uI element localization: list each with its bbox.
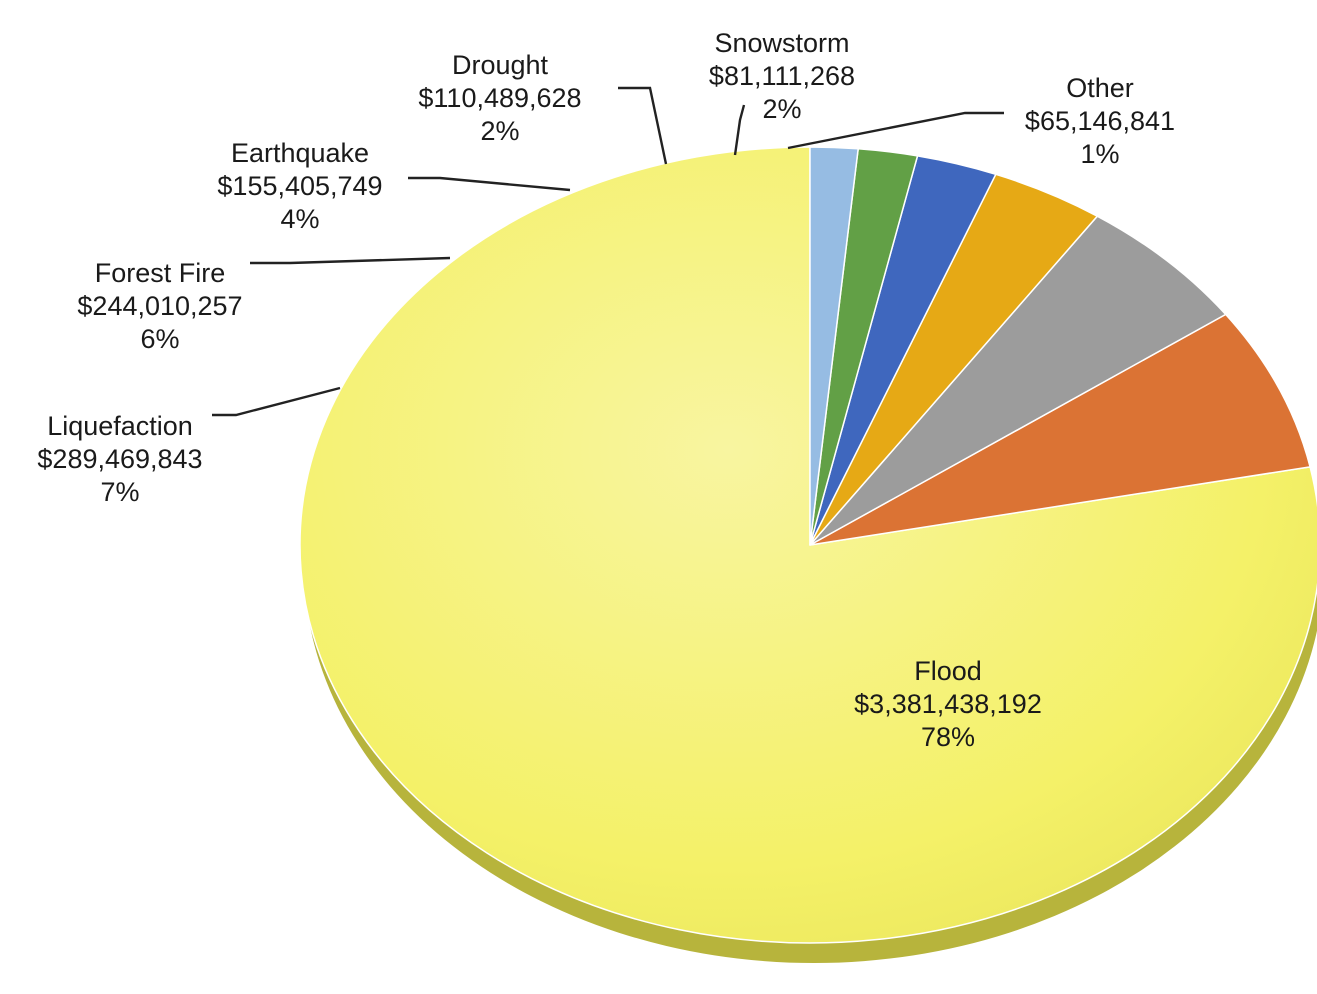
slice-percent-flood: 78% [921,722,975,752]
slice-percent-drought: 2% [480,116,519,146]
leader-line-other [787,111,1004,150]
slice-name-flood: Flood [914,656,982,686]
pie-leader-lines [212,86,1004,417]
slice-percent-forest-fire: 6% [140,324,179,354]
slice-percent-other: 1% [1080,139,1119,169]
slice-name-drought: Drought [452,50,549,80]
slice-name-forest-fire: Forest Fire [95,258,226,288]
pie-slices [299,146,1317,944]
slice-value-other: $65,146,841 [1025,106,1175,136]
leader-line-snowstorm [733,104,746,156]
leader-line-drought [618,86,668,165]
slice-value-liquefaction: $289,469,843 [37,444,202,474]
leader-line-forest-fire [250,256,451,265]
pie-slice-liquefaction [809,313,1312,546]
slice-percent-snowstorm: 2% [762,94,801,124]
slice-name-snowstorm: Snowstorm [714,28,849,58]
slice-value-earthquake: $155,405,749 [217,171,382,201]
pie-slice-flood [299,146,1317,944]
pie-slice-other [809,146,860,546]
leader-line-liquefaction [212,386,341,417]
pie-slice-forest-fire [809,215,1227,546]
slice-value-snowstorm: $81,111,268 [709,61,855,91]
leader-line-earthquake [408,176,571,192]
slice-value-drought: $110,489,628 [418,83,581,113]
slice-percent-liquefaction: 7% [100,477,139,507]
slice-value-flood: $3,381,438,192 [854,689,1042,719]
slice-name-liquefaction: Liquefaction [47,411,193,441]
slice-name-earthquake: Earthquake [231,138,369,168]
slice-value-forest-fire: $244,010,257 [77,291,242,321]
slice-name-other: Other [1066,73,1134,103]
slice-percent-earthquake: 4% [280,204,319,234]
